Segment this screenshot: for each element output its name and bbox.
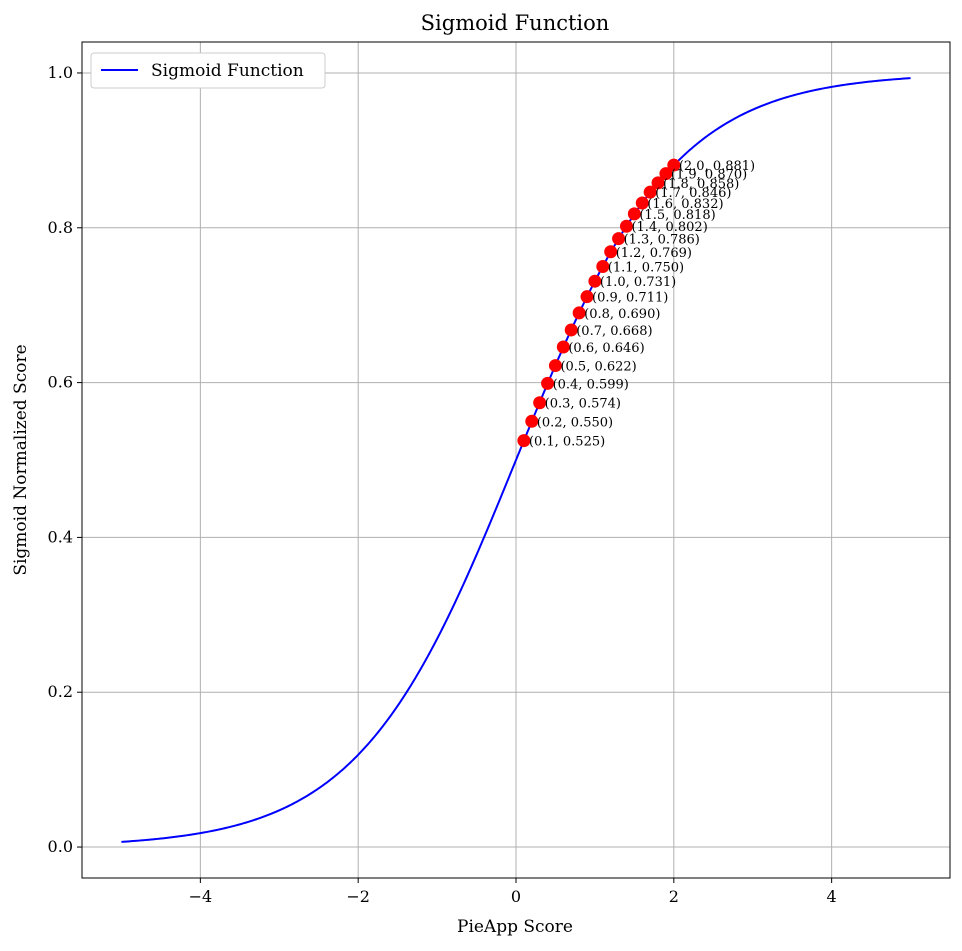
highlighted-point <box>588 274 602 288</box>
y-tick-label: 0.2 <box>48 682 73 701</box>
point-label: (0.5, 0.622) <box>560 360 636 375</box>
highlighted-point <box>612 232 626 246</box>
point-label: (1.9, 0.870) <box>671 168 747 183</box>
highlighted-point <box>564 323 578 337</box>
point-label: (1.2, 0.769) <box>616 246 692 261</box>
point-label: (0.9, 0.711) <box>592 291 668 306</box>
point-label: (0.8, 0.690) <box>584 307 660 322</box>
highlighted-point <box>525 414 539 428</box>
y-tick-label: 0.4 <box>48 527 73 546</box>
x-tick-label: −2 <box>346 887 370 906</box>
highlighted-point <box>667 158 681 172</box>
series-lines <box>121 77 911 843</box>
point-label: (1.8, 0.858) <box>663 177 739 192</box>
highlighted-point <box>635 196 649 210</box>
highlighted-point <box>619 219 633 233</box>
point-label: (1.4, 0.802) <box>631 220 707 235</box>
highlighted-point <box>556 340 570 354</box>
highlighted-point <box>627 207 641 221</box>
highlighted-point <box>604 245 618 259</box>
highlighted-point <box>651 176 665 190</box>
highlighted-point <box>580 290 594 304</box>
point-labels: (0.1, 0.525) (0.2, 0.550) (0.3, 0.574) (0.4… <box>529 159 755 450</box>
axis-ticks: −4 −2 0 2 4 0.0 0.2 0.4 0.6 0.8 1.0 <box>48 63 837 906</box>
legend-label-sigmoid: Sigmoid Function <box>151 61 304 81</box>
point-label: (0.7, 0.668) <box>576 324 652 339</box>
highlighted-point <box>533 396 547 410</box>
x-tick-label: −4 <box>189 887 213 906</box>
highlighted-point <box>643 185 657 199</box>
highlighted-point <box>517 434 531 448</box>
legend: Sigmoid Function <box>90 52 326 89</box>
point-label: (1.1, 0.750) <box>608 260 684 275</box>
legend-box <box>90 52 326 89</box>
point-label: (0.1, 0.525) <box>529 435 605 450</box>
point-label: (0.6, 0.646) <box>568 341 644 356</box>
chart-title: Sigmoid Function <box>421 11 610 35</box>
point-label: (0.2, 0.550) <box>537 415 613 430</box>
y-axis-title: Sigmoid Normalized Score <box>11 344 31 575</box>
highlighted-points <box>517 158 681 448</box>
x-tick-label: 0 <box>511 887 521 906</box>
point-label: (1.5, 0.818) <box>639 208 715 223</box>
point-label: (1.7, 0.846) <box>655 186 731 201</box>
point-label: (0.4, 0.599) <box>553 377 629 392</box>
highlighted-point <box>659 167 673 181</box>
highlighted-point <box>548 359 562 373</box>
point-label: (0.3, 0.574) <box>545 397 621 412</box>
y-tick-label: 0.6 <box>48 373 73 392</box>
x-axis-title: PieApp Score <box>457 917 573 937</box>
highlighted-point <box>572 306 586 320</box>
highlighted-point <box>596 259 610 273</box>
point-label: (1.0, 0.731) <box>600 275 676 290</box>
point-label: (1.6, 0.832) <box>647 197 723 212</box>
point-label: (2.0, 0.881) <box>679 159 755 174</box>
x-tick-label: 4 <box>827 887 837 906</box>
y-tick-label: 0.0 <box>48 837 73 856</box>
point-label: (1.3, 0.786) <box>624 233 700 248</box>
highlighted-point <box>541 376 555 390</box>
y-tick-label: 1.0 <box>48 63 73 82</box>
x-tick-label: 2 <box>669 887 679 906</box>
series-line-sigmoid <box>121 77 911 843</box>
y-tick-label: 0.8 <box>48 218 73 237</box>
